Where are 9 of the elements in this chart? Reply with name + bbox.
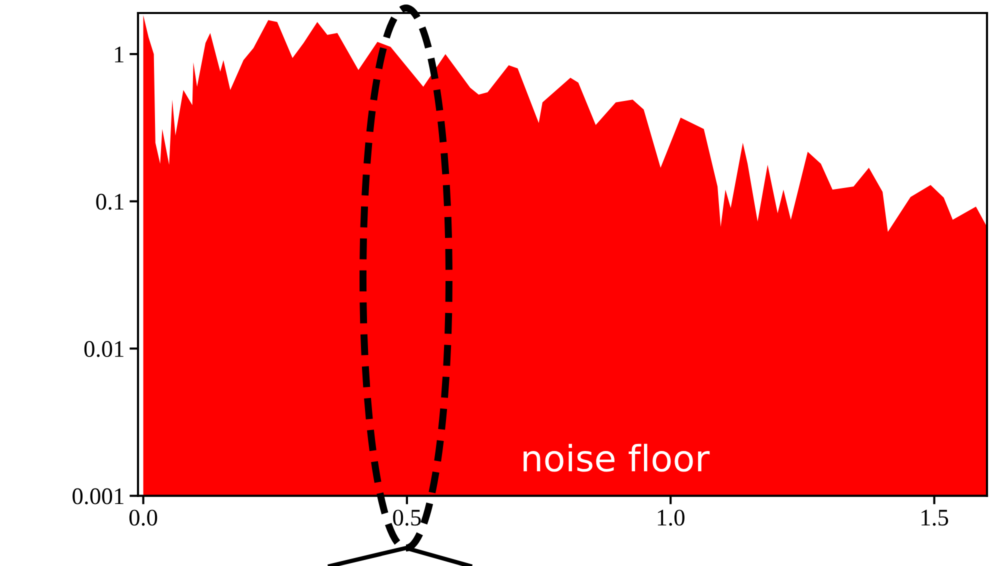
- y-tick-label: 0.1: [96, 194, 124, 210]
- y-tick-label: 0.01: [84, 341, 124, 358]
- y-tick-label: 0.001: [72, 488, 124, 504]
- y-tick-label: 1: [115, 46, 124, 62]
- x-tick-label: 0.5: [393, 510, 421, 526]
- annotation: noise floor: [524, 444, 710, 472]
- x-tick-label: 1.5: [922, 510, 948, 526]
- x-tick-label: 0.0: [129, 510, 158, 526]
- x-tick-label: 1.0: [658, 510, 684, 526]
